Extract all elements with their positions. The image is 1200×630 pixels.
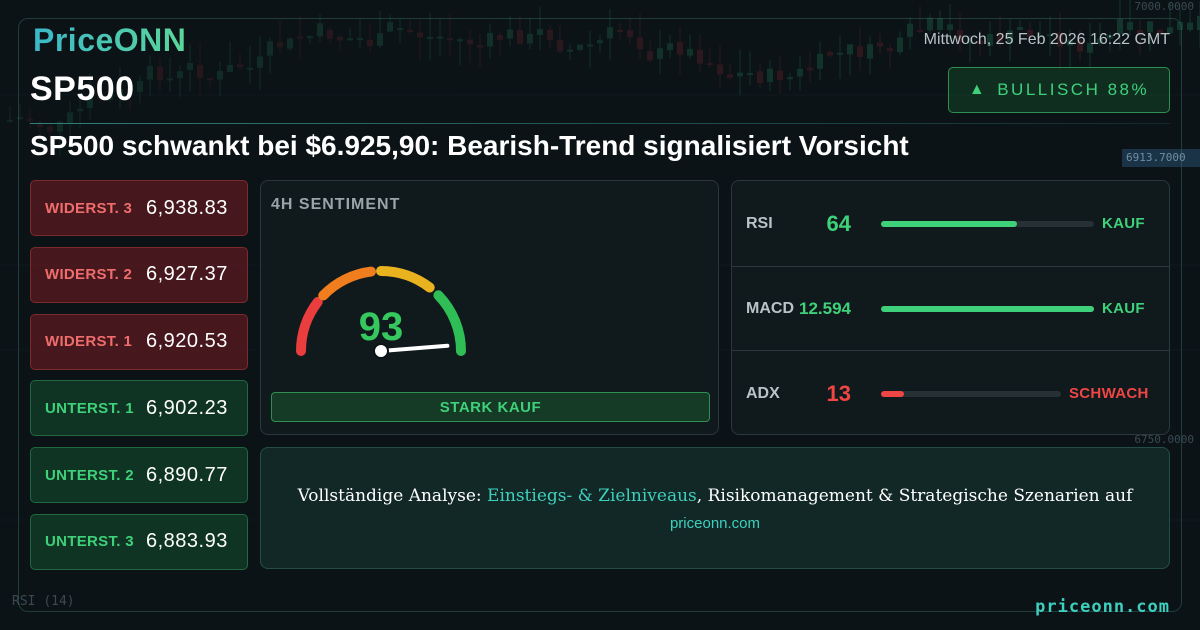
indicator-row-macd: MACD 12.594 KAUF [732, 266, 1169, 351]
indicator-name: ADX [746, 384, 780, 402]
bullish-badge-label: BULLISCH 88% [997, 80, 1150, 99]
header-divider [30, 123, 1170, 124]
cta-prefix: Vollständige Analyse: [297, 486, 488, 506]
rsi-footer-name: RSI [12, 594, 36, 609]
level-resistance-1: WIDERST. 1 6,920.53 [30, 313, 248, 370]
sentiment-value: 93 [358, 305, 404, 349]
indicator-value: 13 [826, 380, 851, 406]
headline: SP500 schwankt bei $6.925,90: Bearish-Tr… [30, 130, 909, 161]
gauge-arc-orange [318, 266, 376, 301]
indicator-bar [881, 305, 1094, 312]
indicator-bar-fill [881, 220, 1018, 227]
level-value: 6,927.37 [146, 263, 228, 286]
level-label: UNTERST. 3 [45, 533, 134, 551]
sentiment-gauge [295, 265, 466, 359]
cta-highlight-link[interactable]: Einstiegs- & Zielniveaus [487, 486, 697, 506]
level-resistance-3: WIDERST. 3 6,938.83 [30, 180, 248, 236]
arrow-up-icon: ▲ [968, 81, 988, 98]
level-support-2: UNTERST. 2 6,890.77 [30, 447, 248, 504]
level-value: 6,938.83 [146, 196, 228, 219]
cta-url-link[interactable]: priceonn.com [669, 515, 761, 532]
gauge-arc-yellow [376, 265, 435, 293]
indicator-bar-fill [881, 390, 905, 397]
price-axis-label-top: 7000.0000 [1134, 0, 1194, 13]
level-value: 6,902.23 [146, 396, 228, 419]
timestamp: Mittwoch, 25 Feb 2026 16:22 GMT [923, 31, 1170, 48]
analysis-cta-panel[interactable]: Vollständige Analyse: Einstiegs- & Zieln… [260, 447, 1170, 569]
sentiment-panel: 4H SENTIMENT 93 STARK KAUF [260, 180, 719, 435]
level-label: WIDERST. 2 [45, 266, 133, 284]
indicator-signal: SCHWACH [1069, 385, 1149, 402]
indicator-bar [881, 390, 1061, 397]
gauge-needle [379, 343, 450, 353]
indicator-name: RSI [746, 214, 773, 232]
indicator-row-rsi: RSI 64 KAUF [732, 181, 1169, 266]
gauge-needle-hub [373, 343, 389, 359]
indicator-bar-fill [881, 305, 1094, 312]
cta-suffix: , Risikomanagement & Strategische Szenar… [696, 486, 1133, 506]
indicator-name: MACD [746, 299, 794, 317]
level-label: UNTERST. 1 [45, 399, 134, 417]
footer-url-link[interactable]: priceonn.com [1035, 597, 1170, 617]
level-resistance-2: WIDERST. 2 6,927.37 [30, 246, 248, 303]
card-frame [18, 18, 1182, 612]
level-label: WIDERST. 1 [45, 333, 133, 351]
price-levels: WIDERST. 3 6,938.83 WIDERST. 2 6,927.37 … [30, 180, 248, 581]
indicator-bar [881, 220, 1094, 227]
symbol-title: SP500 [30, 70, 135, 108]
rsi-footer-period: (14) [43, 594, 75, 609]
level-value: 6,920.53 [146, 330, 228, 353]
gauge-arc-red [295, 297, 323, 356]
current-price-axis-tag: 6913.7000 [1122, 149, 1200, 167]
indicator-signal: KAUF [1102, 300, 1145, 317]
indicator-row-adx: ADX 13 SCHWACH [732, 351, 1169, 436]
cta-text: Vollständige Analyse: Einstiegs- & Zieln… [261, 486, 1169, 506]
rsi-footer-label: RSI (14) [12, 594, 75, 609]
sentiment-signal: STARK KAUF [271, 392, 710, 422]
bullish-badge: ▲ BULLISCH 88% [948, 67, 1170, 113]
indicators-panel: RSI 64 KAUF MACD 12.594 KAUF ADX 13 SCHW… [731, 180, 1170, 435]
price-axis-label-bottom: 6750.0000 [1134, 433, 1194, 446]
indicator-value: 12.594 [799, 298, 851, 318]
level-label: WIDERST. 3 [45, 199, 133, 217]
gauge-arc-green [433, 290, 466, 356]
indicator-signal: KAUF [1102, 215, 1145, 232]
level-value: 6,883.93 [146, 530, 228, 553]
brand-logo[interactable]: PriceONN [33, 22, 187, 58]
level-support-3: UNTERST. 3 6,883.93 [30, 513, 248, 570]
indicator-value: 64 [826, 210, 851, 236]
level-label: UNTERST. 2 [45, 466, 134, 484]
level-value: 6,890.77 [146, 463, 228, 486]
sentiment-title: 4H SENTIMENT [271, 196, 401, 213]
level-support-1: UNTERST. 1 6,902.23 [30, 380, 248, 437]
